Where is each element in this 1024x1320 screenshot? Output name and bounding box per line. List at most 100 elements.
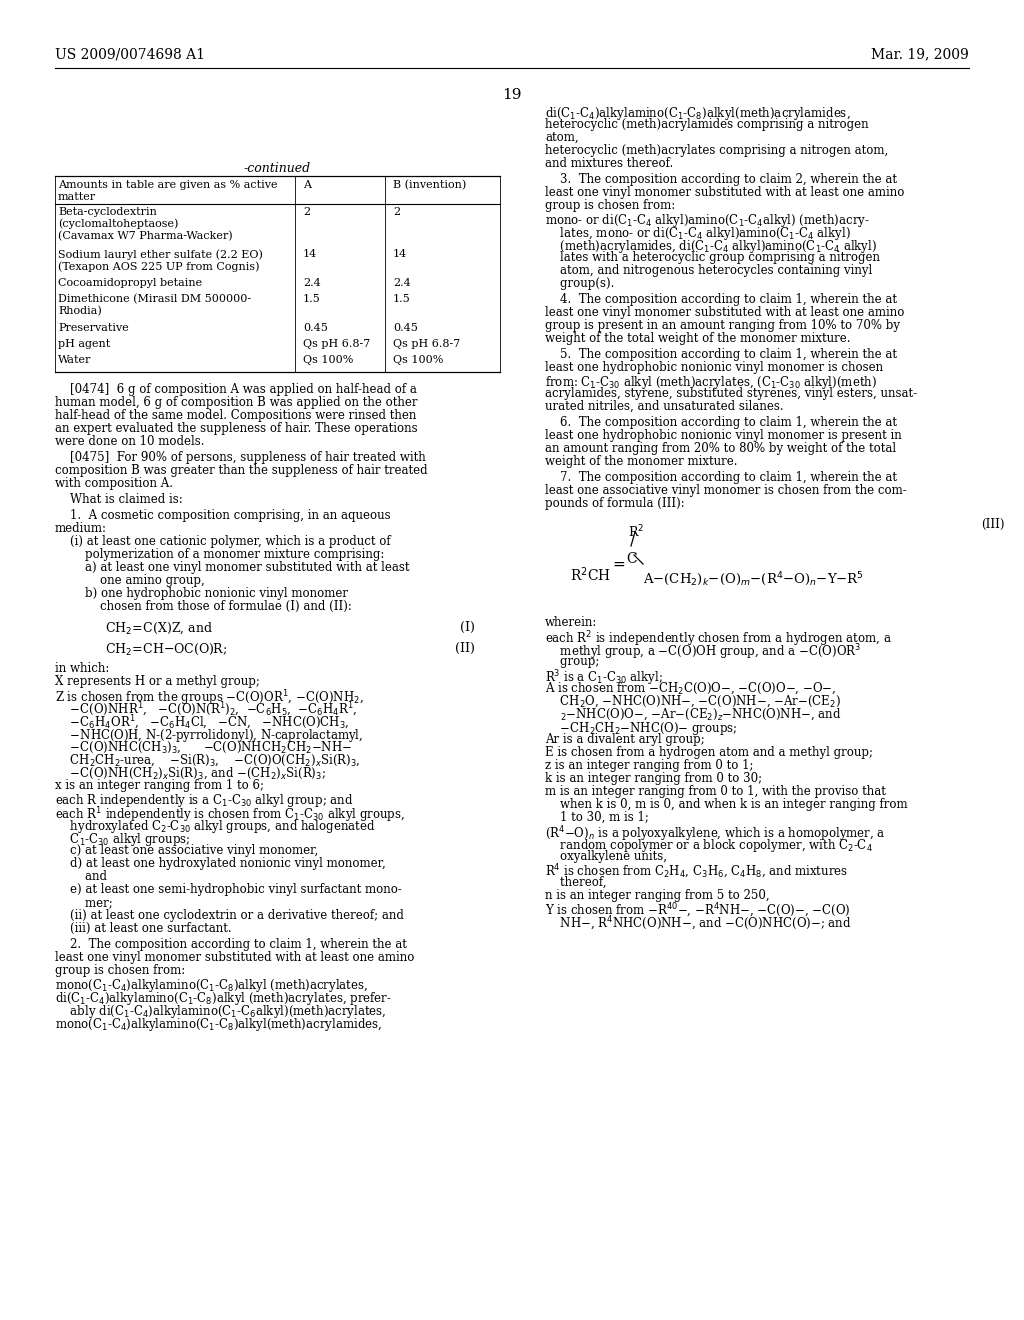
Text: b) one hydrophobic nonionic vinyl monomer: b) one hydrophobic nonionic vinyl monome… xyxy=(55,587,348,601)
Text: hydroxylated C$_2$-C$_{30}$ alkyl groups, and halogenated: hydroxylated C$_2$-C$_{30}$ alkyl groups… xyxy=(55,818,376,836)
Text: atom, and nitrogenous heterocycles containing vinyl: atom, and nitrogenous heterocycles conta… xyxy=(545,264,872,277)
Text: human model, 6 g of composition B was applied on the other: human model, 6 g of composition B was ap… xyxy=(55,396,418,409)
Text: Y is chosen from $-$R$^{40}$$-$, $-$R$^4$NH$-$, $-$C(O)$-$, $-$C(O): Y is chosen from $-$R$^{40}$$-$, $-$R$^4… xyxy=(545,902,851,920)
Text: R$^3$ is a C$_1$-C$_{30}$ alkyl;: R$^3$ is a C$_1$-C$_{30}$ alkyl; xyxy=(545,668,663,688)
Text: from: C$_1$-C$_{30}$ alkyl (meth)acrylates, (C$_1$-C$_{30}$ alkyl)(meth): from: C$_1$-C$_{30}$ alkyl (meth)acrylat… xyxy=(545,374,877,391)
Text: 4.  The composition according to claim 1, wherein the at: 4. The composition according to claim 1,… xyxy=(545,293,897,306)
Text: mer;: mer; xyxy=(55,896,113,909)
Text: mono(C$_1$-C$_4$)alkylamino(C$_1$-C$_8$)alkyl(meth)acrylamides,: mono(C$_1$-C$_4$)alkylamino(C$_1$-C$_8$)… xyxy=(55,1016,382,1034)
Text: 1.5: 1.5 xyxy=(303,294,321,304)
Text: lates with a heterocyclic group comprising a nitrogen: lates with a heterocyclic group comprisi… xyxy=(545,251,880,264)
Text: Amounts in table are given as % active
matter: Amounts in table are given as % active m… xyxy=(58,180,278,202)
Text: least one vinyl monomer substituted with at least one amino: least one vinyl monomer substituted with… xyxy=(545,306,904,319)
Text: urated nitriles, and unsaturated silanes.: urated nitriles, and unsaturated silanes… xyxy=(545,400,783,413)
Text: when k is 0, m is 0, and when k is an integer ranging from: when k is 0, m is 0, and when k is an in… xyxy=(545,799,907,810)
Text: $-$CH$_2$CH$_2$$-$NHC(O)$-$ groups;: $-$CH$_2$CH$_2$$-$NHC(O)$-$ groups; xyxy=(545,719,737,737)
Text: thereof,: thereof, xyxy=(545,876,606,888)
Text: CH$_2$$\!=\!$CH$-$OC(O)R;: CH$_2$$\!=\!$CH$-$OC(O)R; xyxy=(105,642,227,657)
Text: (i) at least one cationic polymer, which is a product of: (i) at least one cationic polymer, which… xyxy=(55,535,390,548)
Text: Z is chosen from the groups $-$C(O)OR$^1$, $-$C(O)NH$_2$,: Z is chosen from the groups $-$C(O)OR$^1… xyxy=(55,688,364,708)
Text: 5.  The composition according to claim 1, wherein the at: 5. The composition according to claim 1,… xyxy=(545,348,897,360)
Text: group is chosen from:: group is chosen from: xyxy=(545,199,675,213)
Text: (II): (II) xyxy=(455,642,475,655)
Text: group;: group; xyxy=(545,655,599,668)
Text: an expert evaluated the suppleness of hair. These operations: an expert evaluated the suppleness of ha… xyxy=(55,422,418,436)
Text: CH$_2$O, $-$NHC(O)NH$-$, $-$C(O)NH$-$, $-$Ar$-$(CE$_2$): CH$_2$O, $-$NHC(O)NH$-$, $-$C(O)NH$-$, $… xyxy=(545,694,841,709)
Text: least one associative vinyl monomer is chosen from the com-: least one associative vinyl monomer is c… xyxy=(545,484,906,498)
Text: pounds of formula (III):: pounds of formula (III): xyxy=(545,498,685,510)
Text: X represents H or a methyl group;: X represents H or a methyl group; xyxy=(55,675,260,688)
Text: m is an integer ranging from 0 to 1, with the proviso that: m is an integer ranging from 0 to 1, wit… xyxy=(545,785,886,799)
Text: with composition A.: with composition A. xyxy=(55,477,173,490)
Text: Water: Water xyxy=(58,355,91,366)
Text: least one vinyl monomer substituted with at least one amino: least one vinyl monomer substituted with… xyxy=(545,186,904,199)
Text: $_{2}$$-$NHC(O)O$-$, $-$Ar$-$(CE$_2$)$_z$$-$NHC(O)NH$-$, and: $_{2}$$-$NHC(O)O$-$, $-$Ar$-$(CE$_2$)$_z… xyxy=(545,708,842,722)
Text: (ii) at least one cyclodextrin or a derivative thereof; and: (ii) at least one cyclodextrin or a deri… xyxy=(55,909,403,921)
Text: $\!\!=$: $\!\!=$ xyxy=(613,557,625,572)
Text: Qs 100%: Qs 100% xyxy=(393,355,443,366)
Text: NH$-$, R$^4$NHC(O)NH$-$, and $-$C(O)NHC(O)$-$; and: NH$-$, R$^4$NHC(O)NH$-$, and $-$C(O)NHC(… xyxy=(545,915,852,933)
Text: B (invention): B (invention) xyxy=(393,180,466,190)
Text: each R$^1$ independently is chosen from C$_1$-C$_{30}$ alkyl groups,: each R$^1$ independently is chosen from … xyxy=(55,805,406,825)
Text: group is present in an amount ranging from 10% to 70% by: group is present in an amount ranging fr… xyxy=(545,319,900,333)
Text: Qs pH 6.8-7: Qs pH 6.8-7 xyxy=(303,339,371,348)
Text: C: C xyxy=(626,552,637,566)
Text: half-head of the same model. Compositions were rinsed then: half-head of the same model. Composition… xyxy=(55,409,417,422)
Text: 1.5: 1.5 xyxy=(393,294,411,304)
Text: acrylamides, styrene, substituted styrenes, vinyl esters, unsat-: acrylamides, styrene, substituted styren… xyxy=(545,387,918,400)
Text: (I): (I) xyxy=(460,620,475,634)
Text: (R$^4$$-$O)$_n$ is a polyoxyalkylene, which is a homopolymer, a: (R$^4$$-$O)$_n$ is a polyoxyalkylene, wh… xyxy=(545,824,886,843)
Text: least one hydrophobic nonionic vinyl monomer is chosen: least one hydrophobic nonionic vinyl mon… xyxy=(545,360,883,374)
Text: least one vinyl monomer substituted with at least one amino: least one vinyl monomer substituted with… xyxy=(55,950,415,964)
Text: 14: 14 xyxy=(303,249,317,259)
Text: Dimethicone (Mirasil DM 500000-
Rhodia): Dimethicone (Mirasil DM 500000- Rhodia) xyxy=(58,294,251,317)
Text: a) at least one vinyl monomer substituted with at least: a) at least one vinyl monomer substitute… xyxy=(55,561,410,574)
Text: C$_1$-C$_{30}$ alkyl groups;: C$_1$-C$_{30}$ alkyl groups; xyxy=(55,832,190,847)
Text: polymerization of a monomer mixture comprising:: polymerization of a monomer mixture comp… xyxy=(55,548,384,561)
Text: A$-$(CH$_2$)$_k$$-$(O)$_m$$-$(R$^4$$-$O)$_n$$-$Y$-$R$^5$: A$-$(CH$_2$)$_k$$-$(O)$_m$$-$(R$^4$$-$O)… xyxy=(643,570,864,587)
Text: z is an integer ranging from 0 to 1;: z is an integer ranging from 0 to 1; xyxy=(545,759,754,772)
Text: 2: 2 xyxy=(393,207,400,216)
Text: methyl group, a $-$C(O)OH group, and a $-$C(O)OR$^3$: methyl group, a $-$C(O)OH group, and a $… xyxy=(545,642,861,661)
Text: weight of the total weight of the monomer mixture.: weight of the total weight of the monome… xyxy=(545,333,851,345)
Text: medium:: medium: xyxy=(55,521,106,535)
Text: 14: 14 xyxy=(393,249,408,259)
Text: pH agent: pH agent xyxy=(58,339,111,348)
Text: d) at least one hydroxylated nonionic vinyl monomer,: d) at least one hydroxylated nonionic vi… xyxy=(55,857,386,870)
Text: $-$NHC(O)H, N-(2-pyrrolidonyl), N-caprolactamyl,: $-$NHC(O)H, N-(2-pyrrolidonyl), N-caprol… xyxy=(55,727,364,744)
Text: Qs pH 6.8-7: Qs pH 6.8-7 xyxy=(393,339,460,348)
Text: weight of the monomer mixture.: weight of the monomer mixture. xyxy=(545,455,737,469)
Text: di(C$_1$-C$_4$)alkylamino(C$_1$-C$_8$)alkyl (meth)acrylates, prefer-: di(C$_1$-C$_4$)alkylamino(C$_1$-C$_8$)al… xyxy=(55,990,392,1007)
Text: an amount ranging from 20% to 80% by weight of the total: an amount ranging from 20% to 80% by wei… xyxy=(545,442,896,455)
Text: (iii) at least one surfactant.: (iii) at least one surfactant. xyxy=(55,921,231,935)
Text: composition B was greater than the suppleness of hair treated: composition B was greater than the suppl… xyxy=(55,465,428,477)
Text: in which:: in which: xyxy=(55,663,110,675)
Text: CH$_2$CH$_2$-urea,    $-$Si(R)$_3$,    $-$C(O)O(CH$_2$)$_x$Si(R)$_3$,: CH$_2$CH$_2$-urea, $-$Si(R)$_3$, $-$C(O)… xyxy=(55,752,360,768)
Text: heterocyclic (meth)acrylamides comprising a nitrogen: heterocyclic (meth)acrylamides comprisin… xyxy=(545,117,868,131)
Text: c) at least one associative vinyl monomer,: c) at least one associative vinyl monome… xyxy=(55,843,318,857)
Text: atom,: atom, xyxy=(545,131,579,144)
Text: 3.  The composition according to claim 2, wherein the at: 3. The composition according to claim 2,… xyxy=(545,173,897,186)
Text: lates, mono- or di(C$_1$-C$_4$ alkyl)amino(C$_1$-C$_4$ alkyl): lates, mono- or di(C$_1$-C$_4$ alkyl)ami… xyxy=(545,224,851,242)
Text: $-$C(O)NH(CH$_2$)$_x$Si(R)$_3$, and $-$(CH$_2$)$_x$Si(R)$_3$;: $-$C(O)NH(CH$_2$)$_x$Si(R)$_3$, and $-$(… xyxy=(55,766,326,781)
Text: Qs 100%: Qs 100% xyxy=(303,355,353,366)
Text: What is claimed is:: What is claimed is: xyxy=(55,492,182,506)
Text: 1 to 30, m is 1;: 1 to 30, m is 1; xyxy=(545,810,649,824)
Text: US 2009/0074698 A1: US 2009/0074698 A1 xyxy=(55,48,205,61)
Text: x is an integer ranging from 1 to 6;: x is an integer ranging from 1 to 6; xyxy=(55,779,264,792)
Text: group(s).: group(s). xyxy=(545,277,614,290)
Text: and mixtures thereof.: and mixtures thereof. xyxy=(545,157,673,170)
Text: Ar is a divalent aryl group;: Ar is a divalent aryl group; xyxy=(545,733,705,746)
Text: oxyalkylene units,: oxyalkylene units, xyxy=(545,850,667,863)
Text: (III): (III) xyxy=(981,517,1005,531)
Text: wherein:: wherein: xyxy=(545,616,597,630)
Text: $-$C(O)NHC(CH$_3$)$_3$,      $-$C(O)NHCH$_2$CH$_2$$-$NH$-$: $-$C(O)NHC(CH$_3$)$_3$, $-$C(O)NHCH$_2$C… xyxy=(55,741,352,755)
Text: mono- or di(C$_1$-C$_4$ alkyl)amino(C$_1$-C$_4$alkyl) (meth)acry-: mono- or di(C$_1$-C$_4$ alkyl)amino(C$_1… xyxy=(545,213,869,228)
Text: Mar. 19, 2009: Mar. 19, 2009 xyxy=(871,48,969,61)
Text: 0.45: 0.45 xyxy=(303,323,328,333)
Text: Beta-cyclodextrin
(cyclomaltoheptaose)
(Cavamax W7 Pharma-Wacker): Beta-cyclodextrin (cyclomaltoheptaose) (… xyxy=(58,207,232,242)
Text: mono(C$_1$-C$_4$)alkylamino(C$_1$-C$_8$)alkyl (meth)acrylates,: mono(C$_1$-C$_4$)alkylamino(C$_1$-C$_8$)… xyxy=(55,977,369,994)
Text: 6.  The composition according to claim 1, wherein the at: 6. The composition according to claim 1,… xyxy=(545,416,897,429)
Text: (meth)acrylamides, di(C$_1$-C$_4$ alkyl)amino(C$_1$-C$_4$ alkyl): (meth)acrylamides, di(C$_1$-C$_4$ alkyl)… xyxy=(545,238,877,255)
Text: 2: 2 xyxy=(303,207,310,216)
